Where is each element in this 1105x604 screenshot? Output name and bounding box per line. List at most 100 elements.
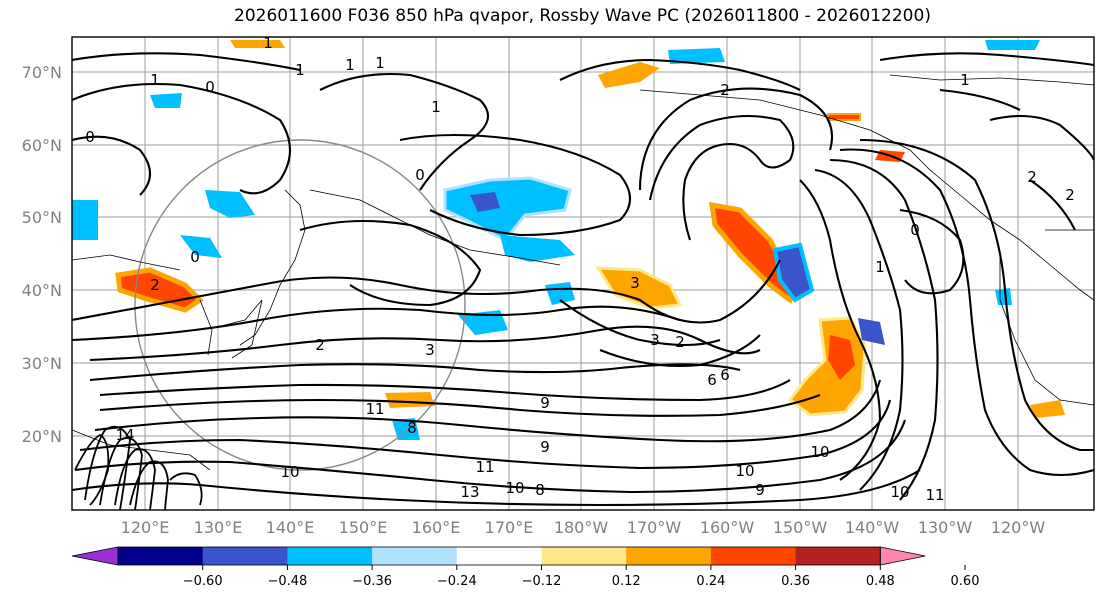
colorbar-tick-label: −0.12 [522,574,562,589]
lat-label: 60°N [22,136,62,155]
contour-lines [74,425,203,510]
contour-label: 6 [720,366,730,384]
colorbar-tick-label: −0.36 [352,574,392,589]
colorbar-tick-label: 0.48 [866,574,895,589]
negative-anomaly-blob [858,318,885,345]
colorbar-segment [287,547,373,565]
contour-label: 10 [810,443,829,461]
negative-anomaly-blob [205,190,255,218]
positive-anomaly-blob [230,40,285,48]
negative-anomaly-blob [995,288,1012,305]
colorbar-segment [456,547,542,565]
colorbar-segment [795,547,881,565]
contour-label: 13 [460,483,479,501]
latitude-labels: 70°N 60°N 50°N 40°N 30°N 20°N [22,63,62,446]
contour-label: 3 [425,341,435,359]
contour-label: 0 [205,78,215,96]
contour-label: 11 [475,458,494,476]
positive-anomaly-blob [385,392,435,408]
colorbar-extend-max [879,546,926,566]
negative-anomaly-blob [150,93,182,108]
colorbar-tick-label: −0.24 [437,574,477,589]
colorbar-segment [541,547,627,565]
contour-lines [72,52,1094,507]
contour-label: 0 [910,221,920,239]
negative-anomaly-blob [985,40,1040,50]
contour-label: 8 [407,419,417,437]
contour-label: 2 [150,276,160,294]
negative-anomaly-blob [458,310,508,335]
lat-label: 70°N [22,63,62,82]
map-frame [71,36,1095,511]
contour-label: 2 [1065,186,1075,204]
map-area [72,37,1094,510]
contour-label: 11 [925,486,944,504]
contour-label: 1 [431,98,441,116]
contour-label: 2 [1027,168,1037,186]
positive-anomaly-blob [828,335,855,380]
positive-anomaly-blob [1030,400,1065,418]
colorbar-tick-label: 0.12 [612,574,641,589]
contour-label: 0 [190,248,200,266]
colorbar-extend-min [71,546,119,566]
contour-label: 1 [295,61,305,79]
lon-label: 140°E [266,518,315,537]
contour-label: 2 [720,81,730,99]
contour-label: 9 [540,394,550,412]
lon-label: 130°E [194,518,243,537]
contour-label: 14 [115,426,134,444]
negative-anomaly-blob [180,235,222,258]
negative-anomaly-blob [72,200,98,240]
colorbar-segment [372,547,458,565]
contour-label: 9 [755,481,765,499]
negative-anomaly-blob [392,418,420,440]
negative-anomaly-blob [500,235,575,262]
contour-label: 1 [263,34,273,52]
colorbar-segment [202,547,288,565]
contour-label: 3 [650,331,660,349]
negative-anomaly-blob [470,192,500,212]
figure-title: 2026011600 F036 850 hPa qvapor, Rossby W… [234,6,931,26]
contour-label: 11 [365,400,384,418]
colorbar-tick-label: 0.36 [781,574,810,589]
positive-anomaly-blob [709,201,798,305]
lat-label: 20°N [22,427,62,446]
contour-label: 2 [675,333,685,351]
lon-label: 140°W [845,518,900,537]
colorbar: −0.60 −0.48 −0.36 −0.24 −0.12 0.12 0.24 0.36 0.4… [71,546,980,589]
colorbar-tick-label: 0.60 [951,574,980,589]
lon-label: 170°E [485,518,534,537]
lon-label: 150°W [773,518,828,537]
positive-anomaly-blob [598,62,660,88]
negative-anomaly-blob [772,242,815,303]
colorbar-segment [626,547,712,565]
colorbar-tick-label: −0.60 [183,574,223,589]
lon-label: 180°W [554,518,609,537]
lon-label: 150°E [339,518,388,537]
contour-label: 1 [345,56,355,74]
contour-label: 10 [505,479,524,497]
lat-label: 50°N [22,208,62,227]
coastlines [72,74,1094,471]
contour-label: 0 [85,128,95,146]
lat-label: 30°N [22,354,62,373]
colorbar-segment [710,547,797,565]
colorbar-tick-label: 0.24 [696,574,725,589]
contour-label: 1 [150,71,160,89]
lon-label: 130°W [918,518,973,537]
lon-label: 160°E [412,518,461,537]
contour-label: 6 [707,371,717,389]
reference-circle [134,139,466,471]
contour-label: 10 [890,483,909,501]
colorbar-outline [117,546,881,566]
contour-label: 8 [535,481,545,499]
lon-label: 170°W [627,518,682,537]
negative-anomaly-blob [668,48,725,64]
contour-label: 9 [540,438,550,456]
colorbar-tick-label: −0.48 [267,574,307,589]
lon-label: 120°W [991,518,1046,537]
contour-label: 3 [630,274,640,292]
colorbar-segment [118,547,204,565]
